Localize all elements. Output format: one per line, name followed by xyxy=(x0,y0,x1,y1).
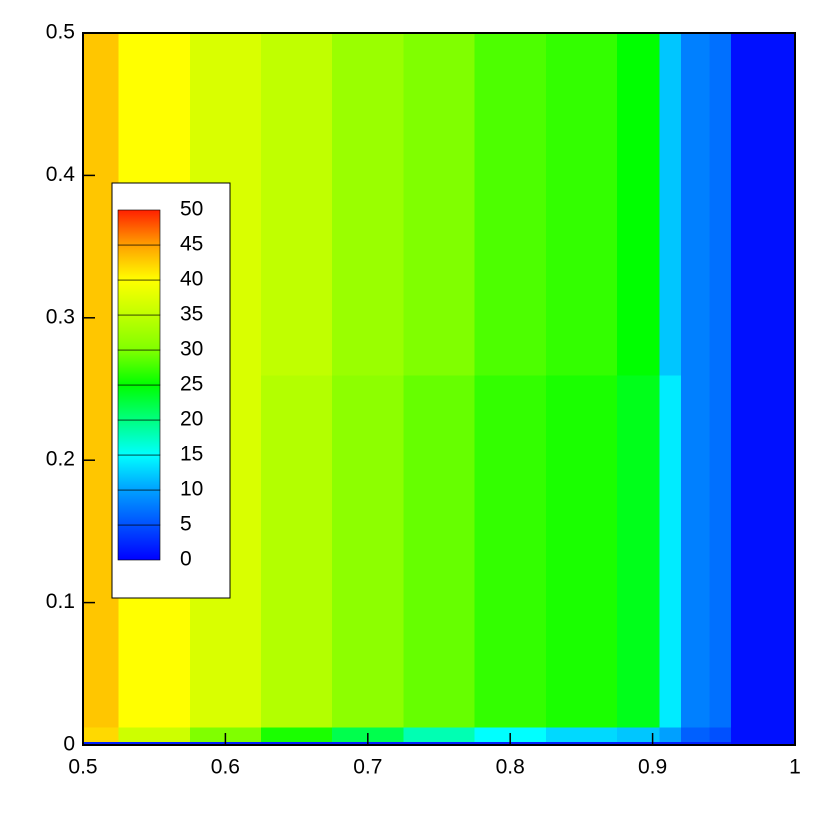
field-cell xyxy=(681,374,711,728)
y-tick-label: 0 xyxy=(63,733,75,756)
field-cell xyxy=(659,741,682,746)
y-tick-label: 0.5 xyxy=(46,21,75,44)
x-tick-label: 0.5 xyxy=(68,756,97,779)
y-tick-label: 0.1 xyxy=(46,590,75,613)
field-cell xyxy=(261,727,333,742)
field-cell xyxy=(83,727,120,742)
x-tick-label: 0.8 xyxy=(496,756,525,779)
colorbar-label: 40 xyxy=(180,268,203,291)
colorbar-swatch xyxy=(117,489,161,526)
field-cell xyxy=(545,33,618,376)
field-cell xyxy=(545,374,618,728)
field-cell xyxy=(780,33,796,376)
field-cell xyxy=(730,741,753,746)
field-cell xyxy=(709,33,732,376)
field-cell xyxy=(617,741,661,746)
colorbar-label: 35 xyxy=(180,303,203,326)
field-cell xyxy=(403,374,476,728)
field-cell xyxy=(752,741,782,746)
colorbar-swatch xyxy=(117,244,161,281)
field-cell xyxy=(730,727,753,742)
field-cell xyxy=(709,374,732,728)
field-cell xyxy=(545,727,618,742)
field-cell xyxy=(780,741,796,746)
colorbar-swatch xyxy=(117,279,161,316)
field-cell xyxy=(780,727,796,742)
field-cell xyxy=(545,741,618,746)
colorbar-swatch xyxy=(117,419,161,456)
colorbar-label: 15 xyxy=(180,443,203,466)
field-cell xyxy=(659,374,682,728)
y-tick-label: 0.4 xyxy=(46,163,76,186)
field-cell xyxy=(261,374,333,728)
field-cell xyxy=(681,727,711,742)
colorbar-label: 20 xyxy=(180,408,203,431)
field-cell xyxy=(118,741,191,746)
field-cell xyxy=(118,727,191,742)
field-cell xyxy=(681,33,711,376)
field-cell xyxy=(403,727,476,742)
field-cell xyxy=(659,727,682,742)
colorbar-label: 25 xyxy=(180,373,203,396)
field-cell xyxy=(752,727,782,742)
plot-frame xyxy=(82,32,796,746)
field-cell xyxy=(659,33,682,376)
field-cell xyxy=(83,741,120,746)
colorbar-swatch xyxy=(117,349,161,386)
field-cell xyxy=(681,741,711,746)
field-cell xyxy=(709,741,732,746)
field-cell xyxy=(709,727,732,742)
field-cell xyxy=(752,374,782,728)
field-cell xyxy=(617,374,661,728)
colorbar-label: 10 xyxy=(180,478,203,501)
colorbar-swatch xyxy=(117,209,161,246)
field-cell xyxy=(332,33,404,376)
colorbar-label: 30 xyxy=(180,338,203,361)
field-cell xyxy=(780,374,796,728)
field-cell xyxy=(730,33,753,376)
field-cell xyxy=(332,374,404,728)
x-tick-label: 0.7 xyxy=(353,756,382,779)
colorbar-label: 50 xyxy=(180,198,203,221)
colorbar-label: 5 xyxy=(180,513,192,536)
colorbar-swatch xyxy=(117,454,161,491)
x-tick-label: 0.6 xyxy=(211,756,240,779)
field-cell xyxy=(261,33,333,376)
field-cell xyxy=(261,741,333,746)
field-cell xyxy=(474,374,547,728)
colorbar-swatch xyxy=(117,384,161,421)
x-tick-label: 0.9 xyxy=(638,756,667,779)
field-cell xyxy=(617,33,661,376)
colorbar-swatch xyxy=(117,524,161,561)
field-cell xyxy=(403,33,476,376)
field-cell xyxy=(730,374,753,728)
x-tick-label: 1 xyxy=(789,756,801,779)
field-cell xyxy=(617,727,661,742)
y-tick-label: 0.2 xyxy=(46,448,75,471)
field-cell xyxy=(474,33,547,376)
colorbar-label: 0 xyxy=(180,548,192,571)
field-cell xyxy=(752,33,782,376)
colorbar-swatch xyxy=(117,314,161,351)
field-cell xyxy=(403,741,476,746)
colorbar-label: 45 xyxy=(180,233,203,256)
y-tick-label: 0.3 xyxy=(46,305,75,328)
